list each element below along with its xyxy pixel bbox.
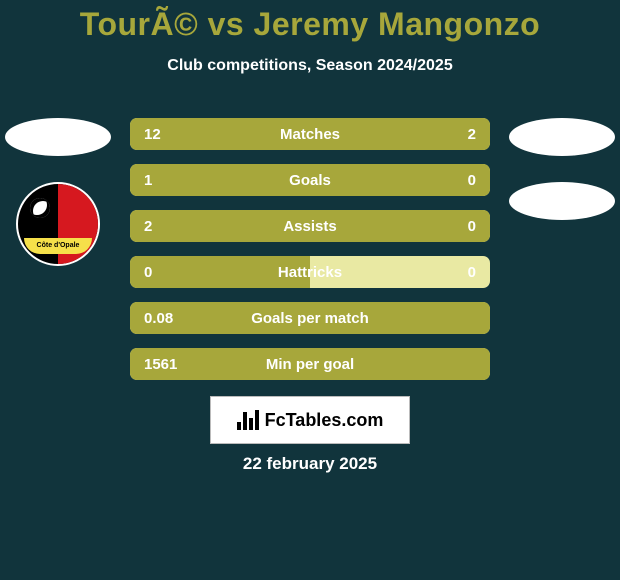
comparison-infographic: TourÃ© vs Jeremy Mangonzo Club competiti… [0, 0, 620, 580]
stat-row-matches: Matches12 2 [130, 118, 490, 150]
left-player-avatar-placeholder [5, 118, 111, 156]
attribution-text: FcTables.com [265, 410, 384, 431]
left-player-club-badge: Côte d'Opale [16, 182, 100, 266]
stat-left-value: 1 [144, 172, 152, 189]
page-subtitle: Club competitions, Season 2024/2025 [0, 57, 620, 75]
badge-ribbon: Côte d'Opale [24, 238, 92, 254]
stat-left-value: 12 [144, 126, 161, 143]
stat-label: Goals per match [130, 310, 490, 327]
left-player-column: Côte d'Opale [0, 118, 118, 266]
stat-label: Matches [130, 126, 490, 143]
stat-row-hattricks: Hattricks0 0 [130, 256, 490, 288]
stat-right-value: 2 [468, 126, 476, 143]
stat-left-value: 0.08 [144, 310, 173, 327]
page-title: TourÃ© vs Jeremy Mangonzo [0, 0, 620, 43]
right-player-column [502, 118, 620, 220]
stat-left-value: 1561 [144, 356, 177, 373]
attribution-badge: FcTables.com [210, 396, 410, 444]
right-player-avatar-placeholder-2 [509, 182, 615, 220]
stat-label: Assists [130, 218, 490, 235]
bar-chart-icon [237, 410, 259, 430]
stat-left-value: 2 [144, 218, 152, 235]
stat-right-value: 0 [468, 172, 476, 189]
stat-label: Goals [130, 172, 490, 189]
stat-row-goals: Goals1 0 [130, 164, 490, 196]
stat-row-min-per-goal: Min per goal1561 [130, 348, 490, 380]
stat-right-value: 0 [468, 218, 476, 235]
stat-row-goals-per-match: Goals per match0.08 [130, 302, 490, 334]
right-player-avatar-placeholder-1 [509, 118, 615, 156]
stat-right-value: 0 [468, 264, 476, 281]
soccer-ball-icon [30, 198, 50, 218]
date-label: 22 february 2025 [0, 454, 620, 474]
stat-bars: Matches122Goals10Assists20Hattricks00Goa… [130, 118, 490, 380]
stat-row-assists: Assists2 0 [130, 210, 490, 242]
stat-left-value: 0 [144, 264, 152, 281]
stat-label: Hattricks [130, 264, 490, 281]
stat-label: Min per goal [130, 356, 490, 373]
